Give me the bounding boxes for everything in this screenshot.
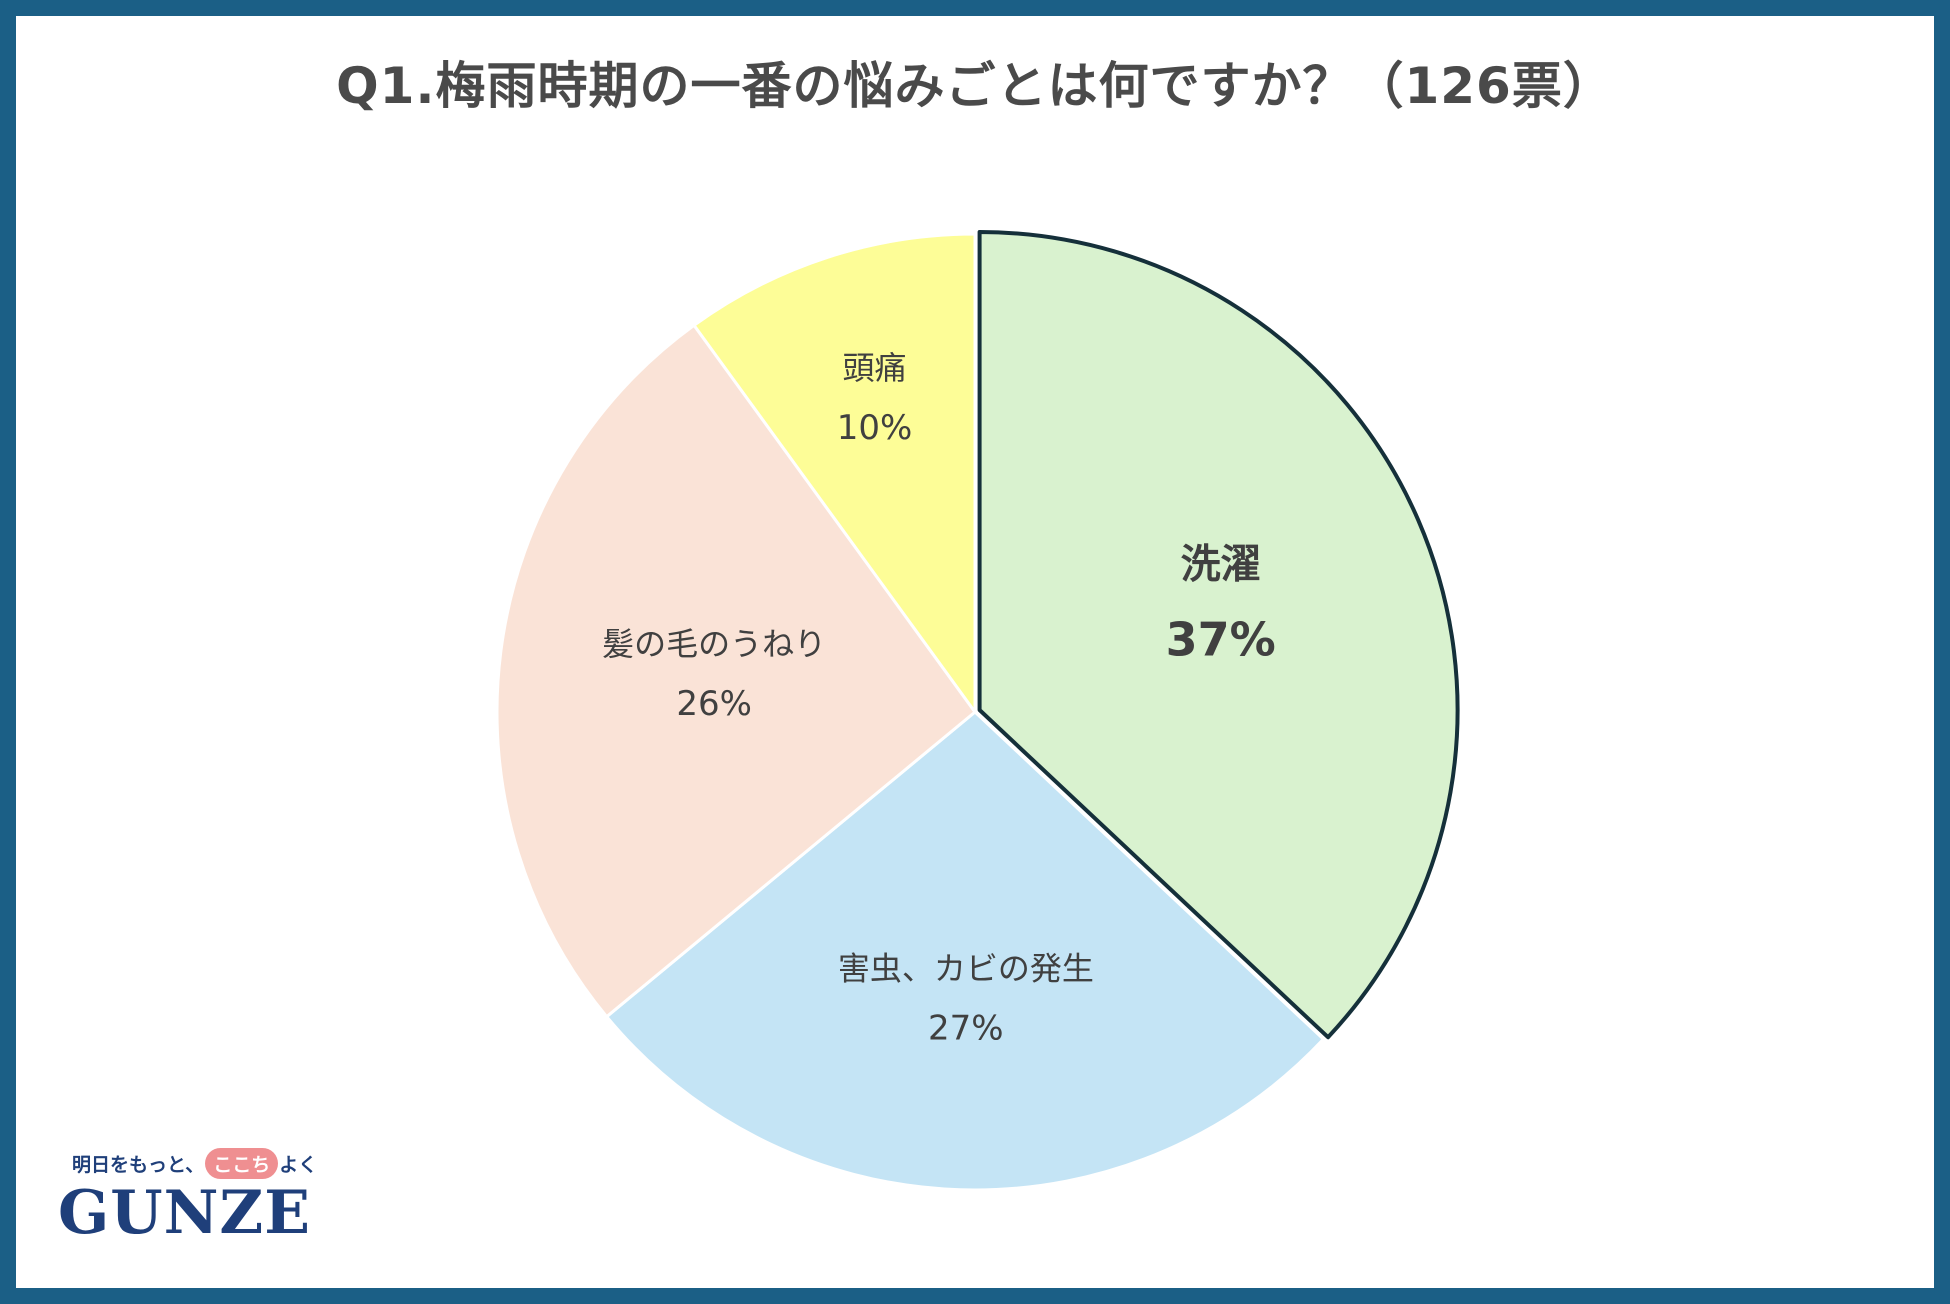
slice-label-2: 害虫、カビの発生 bbox=[838, 949, 1094, 987]
pie-slices bbox=[495, 230, 1460, 1192]
pie-slice-4 bbox=[692, 232, 977, 714]
slice-value-label-1: 37% bbox=[1166, 613, 1276, 667]
pie-slice-1 bbox=[977, 230, 1460, 1040]
chart-title: Q1.梅雨時期の一番の悩みごとは何ですか？（126票） bbox=[336, 57, 1614, 115]
pie-labels: 洗濯 37% 害虫、カビの発生 27% 髪の毛のうねり 26% 頭痛 10% bbox=[602, 349, 1276, 1049]
slice-value-label-3: 26% bbox=[676, 684, 752, 724]
pie-slice-2 bbox=[605, 710, 1325, 1192]
slice-label-4: 頭痛 bbox=[843, 349, 907, 387]
tagline-mark: ここち bbox=[205, 1148, 279, 1179]
slice-label-1: 洗濯 bbox=[1181, 542, 1261, 588]
tagline-post: よく bbox=[279, 1154, 318, 1176]
logo-brand: GUNZE bbox=[58, 1178, 311, 1248]
slice-value-label-2: 27% bbox=[928, 1008, 1004, 1048]
tagline-pre: 明日をもっと、 bbox=[72, 1154, 205, 1176]
pie-slice-3 bbox=[495, 323, 977, 1019]
gunze-logo: 明日をもっと、 ここち よく GUNZE bbox=[58, 1148, 317, 1243]
logo-tagline: 明日をもっと、 ここち よく bbox=[72, 1148, 317, 1179]
slice-value-label-4: 10% bbox=[837, 408, 913, 448]
slice-label-3: 髪の毛のうねり bbox=[602, 625, 826, 663]
